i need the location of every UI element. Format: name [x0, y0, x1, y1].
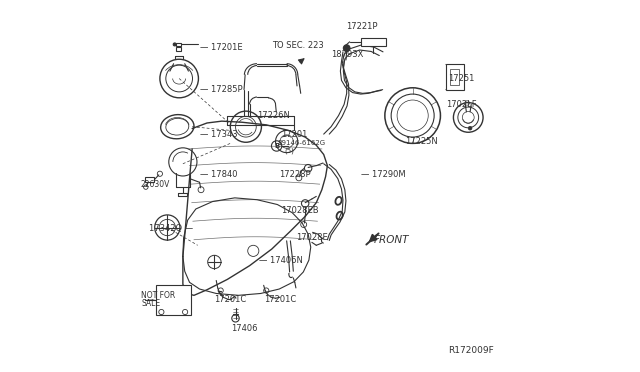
- FancyBboxPatch shape: [176, 42, 180, 46]
- Text: 22630V: 22630V: [140, 180, 170, 189]
- FancyBboxPatch shape: [145, 177, 154, 182]
- Text: — 17285P: — 17285P: [200, 85, 242, 94]
- Circle shape: [343, 45, 350, 51]
- Text: 17201C: 17201C: [214, 295, 246, 304]
- Text: — 17290M: — 17290M: [361, 170, 405, 179]
- FancyBboxPatch shape: [446, 64, 464, 90]
- Text: TO SEC. 223: TO SEC. 223: [272, 41, 324, 50]
- Text: 17201C: 17201C: [264, 295, 297, 304]
- Text: — 17406N: — 17406N: [259, 256, 303, 264]
- Circle shape: [173, 43, 176, 46]
- Text: — 17343: — 17343: [200, 129, 237, 139]
- FancyBboxPatch shape: [361, 38, 386, 46]
- Text: 17226N: 17226N: [257, 111, 290, 120]
- Text: (5): (5): [285, 148, 294, 154]
- Text: 17201: 17201: [281, 129, 307, 139]
- Circle shape: [468, 126, 472, 130]
- Text: 17342Q —: 17342Q —: [148, 224, 193, 233]
- Text: — 17201E: — 17201E: [200, 42, 242, 51]
- FancyBboxPatch shape: [451, 69, 460, 85]
- Text: 1702LF: 1702LF: [446, 100, 477, 109]
- Text: SALE: SALE: [141, 299, 161, 308]
- Text: 17228P: 17228P: [279, 170, 311, 179]
- FancyBboxPatch shape: [176, 47, 180, 51]
- Text: 18793X: 18793X: [331, 50, 364, 59]
- Text: 17406: 17406: [231, 324, 257, 333]
- Text: 17251: 17251: [448, 74, 474, 83]
- Text: 17028EB: 17028EB: [281, 206, 319, 215]
- Text: B: B: [274, 143, 279, 149]
- Text: 17225N: 17225N: [405, 137, 438, 146]
- Text: 89146-6162G: 89146-6162G: [277, 140, 326, 146]
- Text: — 17840: — 17840: [200, 170, 237, 179]
- FancyBboxPatch shape: [156, 285, 191, 315]
- Text: 17221P: 17221P: [346, 22, 378, 31]
- Text: NOT FOR: NOT FOR: [141, 291, 175, 300]
- Text: 17028E: 17028E: [296, 233, 328, 243]
- Text: R172009F: R172009F: [448, 346, 493, 355]
- Text: FRONT: FRONT: [374, 235, 409, 245]
